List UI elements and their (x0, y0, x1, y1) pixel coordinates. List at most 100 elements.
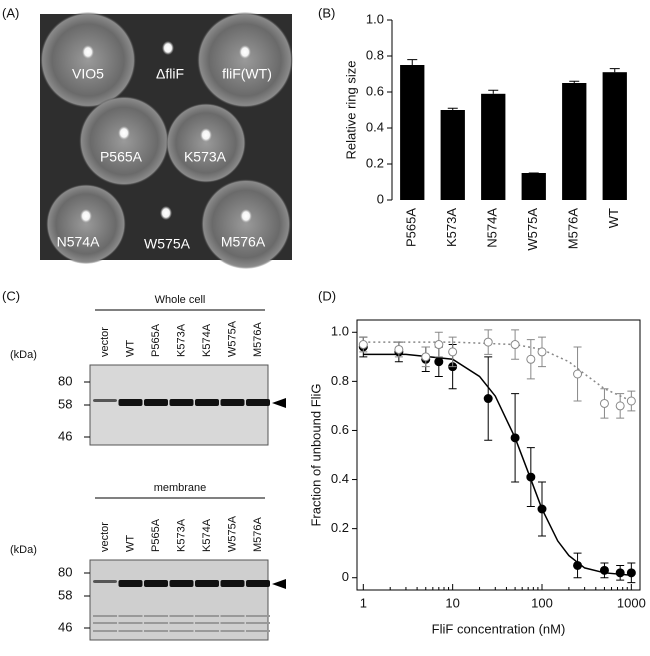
bar (440, 110, 465, 200)
y-tick-label: 0.2 (331, 520, 349, 535)
bar (602, 72, 627, 200)
halo (197, 12, 293, 108)
halo (46, 184, 126, 264)
halo (201, 179, 291, 269)
x-tick-label: 100 (531, 595, 553, 610)
strain-label: fliF(WT) (222, 66, 272, 82)
data-point (448, 347, 458, 357)
lane-label: WT (124, 535, 136, 552)
x-axis-label: FliF concentration (nM) (432, 621, 566, 636)
band-arrow (272, 579, 286, 589)
blot-title: membrane (154, 482, 207, 494)
faint-band (195, 630, 219, 632)
band (195, 399, 219, 406)
faint-band (118, 630, 143, 632)
faint-band (220, 615, 245, 617)
data-point (526, 472, 536, 482)
band (195, 580, 219, 587)
data-point (434, 357, 444, 367)
bar (562, 83, 587, 200)
error-bar (569, 80, 580, 83)
band (93, 580, 117, 583)
faint-band (93, 615, 117, 617)
faint-band (93, 630, 117, 632)
bar (521, 173, 546, 200)
strain-label: W575A (144, 236, 191, 252)
faint-band (169, 622, 194, 624)
colony (240, 209, 252, 223)
lane-label: K574A (201, 518, 213, 552)
lane-label: K573A (175, 518, 187, 552)
y-tick-label: 0.4 (366, 119, 384, 134)
y-tick-label: 0.2 (366, 155, 384, 170)
x-tick-label: 1000 (617, 595, 646, 610)
x-tick-label: N574A (485, 208, 500, 248)
bar (481, 93, 506, 200)
unit-label: (kDa) (10, 349, 37, 361)
strain-label: VIO5 (72, 66, 104, 82)
marker-label: 80 (58, 373, 72, 388)
faint-band (144, 615, 168, 617)
lane-label: W575A (226, 515, 238, 552)
data-point (537, 504, 547, 514)
strain-label: ΔfliF (156, 66, 184, 82)
data-point (358, 340, 368, 350)
data-point (615, 568, 625, 578)
y-tick-label: 0.6 (331, 422, 349, 437)
colony (200, 128, 212, 142)
band (246, 399, 270, 406)
halo (40, 12, 136, 108)
data-point (573, 560, 583, 570)
faint-band (169, 615, 194, 617)
faint-band (195, 615, 219, 617)
faint-band (144, 630, 168, 632)
faint-band (93, 622, 117, 624)
marker-label: 58 (58, 396, 72, 411)
strain-label: M576A (221, 234, 266, 250)
faint-band (195, 622, 219, 624)
error-bar (407, 59, 418, 65)
y-axis-label: Fraction of unbound FliG (308, 383, 323, 526)
data-point (510, 340, 520, 350)
unit-label: (kDa) (10, 544, 37, 556)
band (144, 399, 168, 406)
band (144, 580, 168, 587)
band (169, 399, 194, 406)
x-tick-label: 10 (445, 595, 459, 610)
y-axis-label: Relative ring size (343, 61, 358, 160)
faint-band (246, 630, 270, 632)
lane-label: P565A (150, 323, 162, 357)
data-point (599, 565, 609, 575)
data-point (434, 340, 444, 350)
y-tick-label: 0.6 (366, 83, 384, 98)
western-blots: Whole cell (kDa) vector WT P565A K573A K574A W5… (10, 294, 286, 641)
data-point (615, 401, 625, 411)
data-point (510, 433, 520, 443)
colony (82, 45, 94, 59)
data-point (526, 354, 536, 364)
data-point (483, 337, 493, 347)
faint-band (144, 622, 168, 624)
lane-label: M576A (252, 516, 264, 552)
x-tick-label: P565A (404, 208, 419, 247)
band (93, 399, 117, 402)
lane-label: W575A (226, 320, 238, 357)
faint-band (118, 615, 143, 617)
error-bar (609, 68, 620, 73)
x-tick-label: M576A (566, 208, 581, 250)
error-bar (447, 107, 458, 110)
band (246, 580, 270, 587)
lane-label: vector (99, 327, 111, 357)
y-tick-label: 0.4 (331, 471, 349, 486)
marker-label: 46 (58, 619, 72, 634)
colony (160, 206, 172, 220)
faint-band (220, 622, 245, 624)
y-tick-label: 0.8 (366, 47, 384, 62)
halo (166, 103, 246, 183)
band (118, 399, 143, 406)
blot (89, 559, 269, 641)
blot-title: Whole cell (155, 294, 206, 306)
colony (239, 45, 251, 59)
strain-label: K573A (184, 149, 227, 165)
